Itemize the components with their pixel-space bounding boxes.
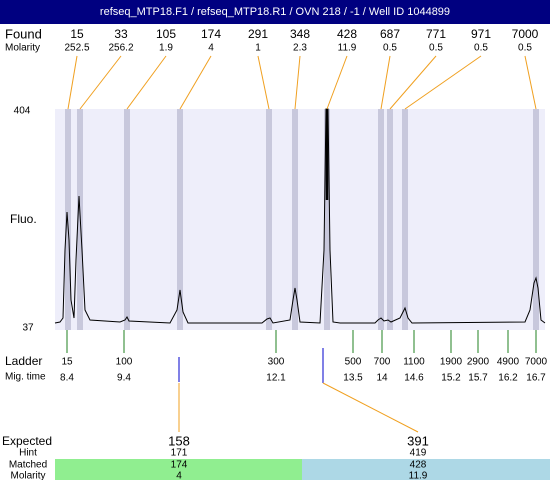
peak-connector — [389, 55, 437, 110]
peak-connector — [380, 55, 391, 110]
found-size: 174 — [201, 27, 221, 41]
peak-connector — [257, 55, 270, 110]
peak-band — [378, 109, 384, 330]
ladder-time: 12.1 — [266, 373, 286, 384]
ladder-size: 300 — [268, 357, 285, 368]
ladder-time: 9.4 — [117, 373, 131, 384]
peak-connector — [524, 55, 537, 110]
found-size: 33 — [114, 27, 128, 41]
ladder-size: 700 — [374, 357, 391, 368]
found-molarity: 11.9 — [338, 43, 357, 54]
found-size: 291 — [248, 27, 268, 41]
expected-size: 391 — [407, 433, 429, 448]
peak-band — [402, 109, 408, 330]
plot-area — [55, 109, 545, 330]
found-molarity: 0.5 — [383, 43, 397, 54]
y-label: Fluo. — [10, 212, 37, 226]
expected-size: 158 — [168, 433, 190, 448]
found-molarity: 0.5 — [429, 43, 443, 54]
matched-size: 174 — [171, 460, 188, 471]
ladder-size: 15 — [61, 357, 73, 368]
ladder-size: 500 — [345, 357, 362, 368]
y-max: 404 — [14, 106, 31, 117]
peak-connector — [67, 55, 78, 110]
peak-band — [324, 109, 330, 330]
found-molarity: 0.5 — [474, 43, 488, 54]
found-molarity: 1.9 — [159, 43, 173, 54]
matched-molarity: 4 — [176, 471, 182, 480]
peak-band — [292, 109, 298, 330]
peak-connector — [404, 55, 482, 110]
found-molarity: 4 — [208, 43, 214, 54]
connector — [322, 382, 419, 433]
ladder-size: 7000 — [525, 357, 548, 368]
matched-bar — [55, 459, 302, 480]
found-size: 7000 — [512, 27, 539, 41]
ladder-time: 15.2 — [441, 373, 461, 384]
hint-label: Hint — [19, 448, 37, 459]
title-bar — [0, 0, 550, 24]
peak-connector — [79, 55, 122, 110]
hint-size: 419 — [410, 448, 427, 459]
peak-connector — [179, 55, 212, 110]
ladder-time: 8.4 — [60, 373, 74, 384]
found-size: 971 — [471, 27, 491, 41]
found-size: 348 — [290, 27, 310, 41]
peak-connector — [326, 55, 348, 110]
ladder-size: 100 — [116, 357, 133, 368]
molarity-label: Molarity — [5, 43, 40, 54]
ladder-size: 1100 — [403, 357, 425, 368]
matched-molarity: 11.9 — [409, 471, 428, 480]
found-molarity: 252.5 — [64, 43, 89, 54]
peak-connector — [294, 55, 301, 110]
ladder-time: 16.7 — [526, 373, 546, 384]
peak-band — [124, 109, 130, 330]
title: refseq_MTP18.F1 / refseq_MTP18.R1 / OVN … — [100, 6, 450, 18]
mig-time-label: Mig. time — [5, 372, 46, 383]
ladder-time: 15.7 — [468, 373, 488, 384]
matched-bar — [302, 459, 550, 480]
trace — [54, 108, 546, 324]
peak-band — [266, 109, 272, 330]
found-molarity: 1 — [255, 43, 261, 54]
found-molarity: 0.5 — [518, 43, 532, 54]
ladder-time: 14 — [376, 373, 388, 384]
peak-band — [387, 109, 393, 330]
ladder-size: 2900 — [467, 357, 490, 368]
found-size: 771 — [426, 27, 446, 41]
found-molarity: 2.3 — [293, 43, 307, 54]
ladder-time: 14.6 — [404, 373, 424, 384]
found-size: 15 — [70, 27, 84, 41]
peak-band — [533, 109, 539, 330]
found-molarity: 256.2 — [108, 43, 133, 54]
ladder-time: 16.2 — [498, 373, 518, 384]
found-size: 105 — [156, 27, 176, 41]
peak-connector — [126, 55, 167, 110]
found-size: 428 — [337, 27, 357, 41]
peak-band — [177, 109, 183, 330]
found-label: Found — [5, 26, 42, 41]
matched-size: 428 — [410, 460, 427, 471]
ladder-time: 13.5 — [343, 373, 363, 384]
hint-size: 171 — [171, 448, 188, 459]
ladder-label: Ladder — [5, 354, 42, 368]
molarity-label: Molarity — [10, 471, 45, 480]
ladder-size: 4900 — [497, 357, 520, 368]
matched-label: Matched — [9, 460, 47, 471]
y-min: 37 — [22, 323, 34, 334]
ladder-size: 1900 — [440, 357, 463, 368]
found-size: 687 — [380, 27, 400, 41]
expected-label: Expected — [2, 434, 52, 448]
